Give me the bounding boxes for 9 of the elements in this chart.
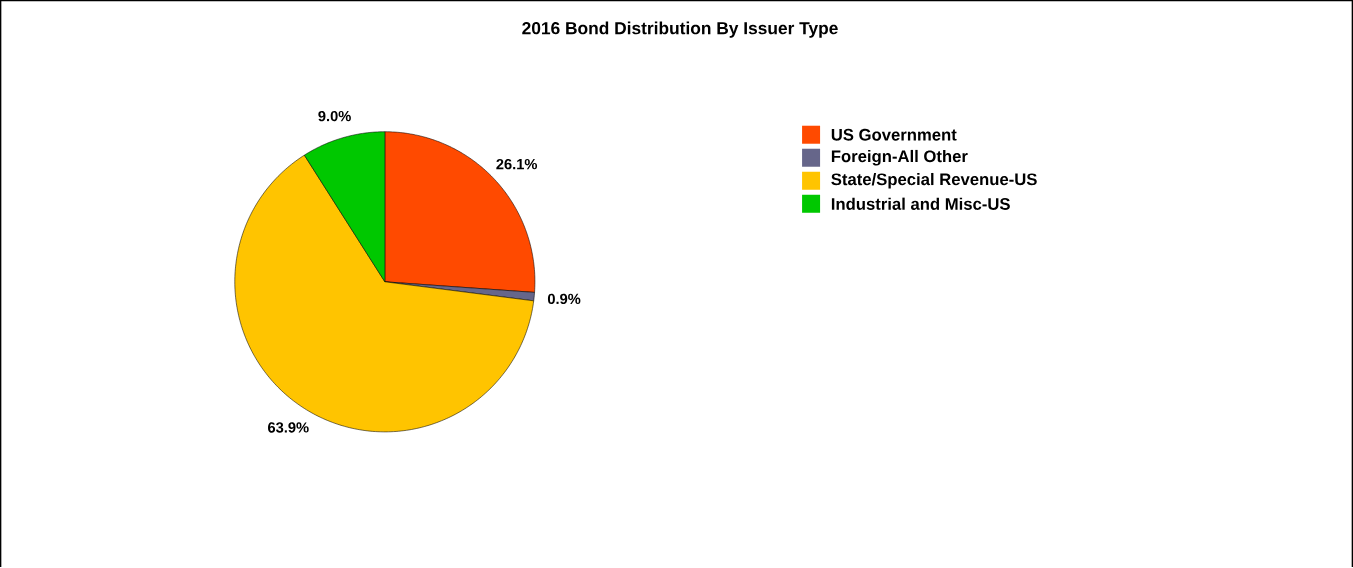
legend-label: US Government [831, 129, 957, 141]
legend-label: Industrial and Misc-US [831, 197, 1010, 211]
legend-label: Foreign-All Other [831, 150, 968, 166]
data-label: 9.0% [318, 111, 351, 122]
data-label: 26.1% [496, 159, 538, 170]
legend-label: State/Special Revenue-US [831, 173, 1037, 189]
chart-title: 2016 Bond Distribution By Issuer Type [522, 21, 838, 38]
data-label: 0.9% [547, 293, 581, 305]
data-label: 63.9% [268, 422, 309, 433]
